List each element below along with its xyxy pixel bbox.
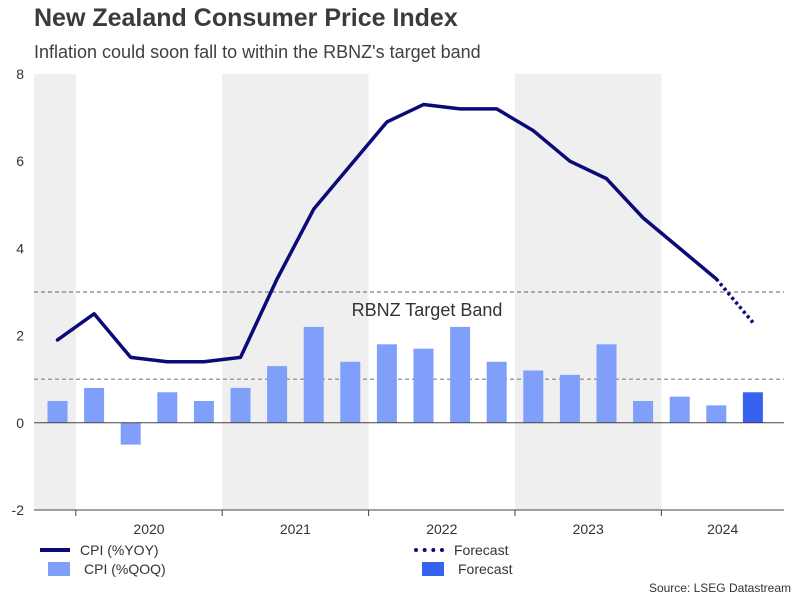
target-band: RBNZ Target Band — [34, 291, 784, 380]
qoq-bar — [706, 405, 727, 423]
chart-title: New Zealand Consumer Price Index — [34, 4, 458, 32]
qoq-bar — [340, 361, 361, 423]
qoq-bar — [157, 392, 178, 423]
qoq-bar — [120, 422, 141, 445]
qoq-bar — [413, 348, 434, 423]
legend-bar-swatch — [48, 562, 70, 576]
yoy-line-actual — [55, 102, 719, 364]
legend-line-swatch — [40, 548, 70, 552]
legend-forecast-line: Forecast — [414, 542, 508, 558]
qoq-bar — [47, 401, 68, 423]
qoq-bars — [47, 326, 763, 445]
y-tick-label: 8 — [16, 66, 24, 82]
band-label: RBNZ Target Band — [352, 300, 503, 320]
x-tick-label-2024: 2024 — [707, 521, 738, 537]
legend-forecast-bar-label: Forecast — [458, 561, 513, 577]
qoq-bar — [230, 387, 251, 423]
qoq-bar — [559, 374, 580, 423]
y-tick-label: -2 — [12, 502, 25, 518]
legend-forecast-line-label: Forecast — [454, 542, 509, 558]
legend-cpi-yoy: CPI (%YOY) — [40, 542, 159, 558]
qoq-bar — [486, 361, 507, 423]
qoq-bar — [193, 401, 214, 423]
chart-subtitle: Inflation could soon fall to within the … — [34, 42, 481, 62]
qoq-bar — [669, 396, 690, 423]
legend-forecast-line-swatch — [414, 548, 444, 552]
x-tick-label-2021: 2021 — [280, 521, 311, 537]
qoq-bar — [633, 401, 654, 423]
year-shade-0 — [34, 74, 76, 510]
legend-cpi-yoy-label: CPI (%YOY) — [80, 542, 159, 558]
legend-forecast-bar-swatch — [422, 562, 444, 576]
legend-cpi-qoq: CPI (%QOQ) — [44, 561, 166, 577]
qoq-bar — [596, 344, 617, 423]
x-tick-label-2020: 2020 — [133, 521, 164, 537]
y-tick-label: 6 — [16, 153, 24, 169]
y-tick-label: 2 — [16, 328, 24, 344]
legend-forecast-bar: Forecast — [418, 561, 512, 577]
yoy-line-forecast — [714, 277, 755, 324]
qoq-bar — [84, 387, 105, 423]
qoq-bar — [742, 392, 763, 423]
y-tick-label: 4 — [16, 240, 24, 256]
qoq-bar — [376, 344, 397, 423]
qoq-bar — [303, 326, 324, 423]
source-note: Source: LSEG Datastream — [648, 581, 791, 595]
qoq-bar — [523, 370, 544, 423]
axes: -2 0 2 4 6 8 2020 2021 2022 2023 2024 — [12, 66, 784, 537]
x-tick-label-2022: 2022 — [426, 521, 457, 537]
legend-cpi-qoq-label: CPI (%QOQ) — [84, 561, 166, 577]
qoq-bar — [267, 366, 288, 423]
qoq-bar — [450, 326, 471, 423]
y-tick-label: 0 — [16, 415, 24, 431]
yoy-line — [55, 102, 755, 364]
x-tick-label-2023: 2023 — [573, 521, 604, 537]
